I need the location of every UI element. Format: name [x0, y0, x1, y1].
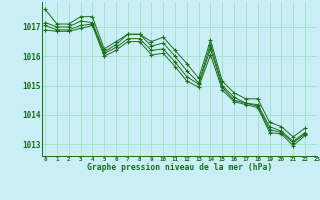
- X-axis label: Graphe pression niveau de la mer (hPa): Graphe pression niveau de la mer (hPa): [87, 163, 272, 172]
